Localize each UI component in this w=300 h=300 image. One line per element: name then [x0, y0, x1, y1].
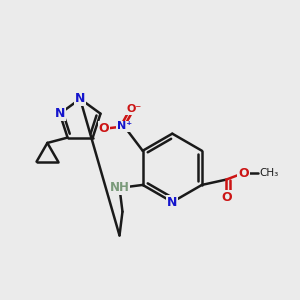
- Text: NH: NH: [110, 182, 129, 194]
- Text: O: O: [221, 191, 232, 204]
- Text: CH₃: CH₃: [259, 168, 278, 178]
- Text: N: N: [167, 196, 178, 208]
- Text: O: O: [99, 122, 110, 135]
- Text: O: O: [238, 167, 249, 179]
- Text: N: N: [75, 92, 85, 105]
- Text: N: N: [55, 107, 65, 120]
- Text: N⁺: N⁺: [117, 122, 132, 131]
- Text: O⁻: O⁻: [126, 104, 141, 114]
